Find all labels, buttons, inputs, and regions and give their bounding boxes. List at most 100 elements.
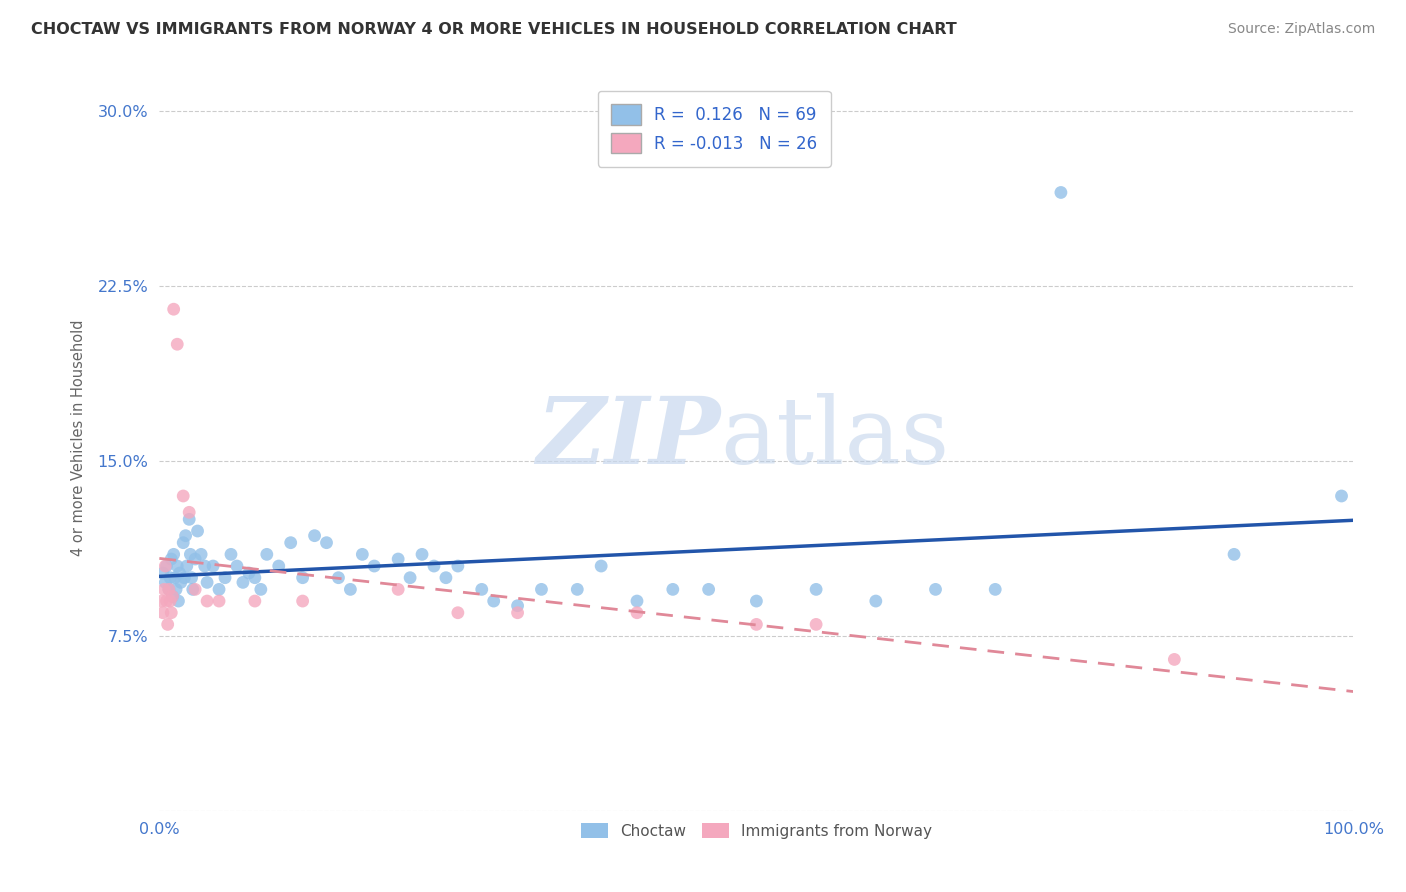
Point <box>626 594 648 608</box>
Point <box>352 547 374 561</box>
Point <box>506 599 529 613</box>
Point <box>160 606 183 620</box>
Text: ZIP: ZIP <box>536 392 721 483</box>
Point <box>162 590 184 604</box>
Point <box>155 575 177 590</box>
Point <box>173 571 195 585</box>
Point <box>1050 186 1073 200</box>
Point <box>591 559 613 574</box>
Point <box>447 606 470 620</box>
Y-axis label: 4 or more Vehicles in Household: 4 or more Vehicles in Household <box>72 319 86 556</box>
Point <box>179 512 201 526</box>
Text: Source: ZipAtlas.com: Source: ZipAtlas.com <box>1227 22 1375 37</box>
Point <box>256 547 278 561</box>
Point <box>865 594 887 608</box>
Point <box>482 594 505 608</box>
Point <box>924 582 946 597</box>
Point <box>238 566 260 580</box>
Point <box>152 566 174 580</box>
Point <box>1223 547 1246 561</box>
Point <box>387 582 409 597</box>
Point <box>291 594 314 608</box>
Point <box>339 582 361 597</box>
Point <box>194 559 217 574</box>
Point <box>157 582 180 597</box>
Point <box>243 571 266 585</box>
Point <box>179 505 201 519</box>
Point <box>243 594 266 608</box>
Point <box>662 582 685 597</box>
Point <box>172 535 194 549</box>
Point <box>179 547 201 561</box>
Point <box>1330 489 1353 503</box>
Point <box>176 559 198 574</box>
Point <box>155 559 177 574</box>
Point <box>423 559 446 574</box>
Point <box>156 617 179 632</box>
Point <box>291 571 314 585</box>
Point <box>155 594 177 608</box>
Point <box>697 582 720 597</box>
Point <box>411 547 433 561</box>
Point <box>328 571 350 585</box>
Point <box>202 559 225 574</box>
Point <box>152 606 174 620</box>
Point <box>155 559 177 574</box>
Point <box>150 594 173 608</box>
Point <box>745 617 768 632</box>
Point <box>387 552 409 566</box>
Point <box>471 582 494 597</box>
Point <box>219 547 242 561</box>
Point <box>163 571 186 585</box>
Point <box>250 582 273 597</box>
Point <box>159 594 181 608</box>
Point <box>153 582 176 597</box>
Point <box>232 575 254 590</box>
Text: CHOCTAW VS IMMIGRANTS FROM NORWAY 4 OR MORE VEHICLES IN HOUSEHOLD CORRELATION CH: CHOCTAW VS IMMIGRANTS FROM NORWAY 4 OR M… <box>31 22 956 37</box>
Point <box>745 594 768 608</box>
Point <box>304 529 326 543</box>
Point <box>157 582 180 597</box>
Point <box>180 571 202 585</box>
Legend: Choctaw, Immigrants from Norway: Choctaw, Immigrants from Norway <box>575 816 938 845</box>
Point <box>363 559 385 574</box>
Point <box>181 582 204 597</box>
Point <box>226 559 249 574</box>
Point <box>159 571 181 585</box>
Point <box>626 606 648 620</box>
Point <box>166 559 188 574</box>
Point <box>160 552 183 566</box>
Point <box>1163 652 1185 666</box>
Point <box>214 571 236 585</box>
Point <box>163 547 186 561</box>
Point <box>169 566 191 580</box>
Point <box>984 582 1007 597</box>
Point <box>208 594 231 608</box>
Point <box>184 552 207 566</box>
Point <box>804 582 827 597</box>
Point <box>172 489 194 503</box>
Point <box>447 559 470 574</box>
Point <box>166 337 188 351</box>
Point <box>167 594 190 608</box>
Text: atlas: atlas <box>721 392 950 483</box>
Point <box>399 571 422 585</box>
Point <box>170 575 193 590</box>
Point <box>163 302 186 317</box>
Point <box>280 535 302 549</box>
Point <box>267 559 290 574</box>
Point <box>165 582 187 597</box>
Point <box>530 582 553 597</box>
Point <box>567 582 589 597</box>
Point <box>184 582 207 597</box>
Point <box>195 575 218 590</box>
Point <box>208 582 231 597</box>
Point <box>195 594 218 608</box>
Point <box>187 524 209 538</box>
Point <box>434 571 457 585</box>
Point <box>174 529 197 543</box>
Point <box>315 535 337 549</box>
Point <box>162 590 184 604</box>
Point <box>190 547 212 561</box>
Point <box>506 606 529 620</box>
